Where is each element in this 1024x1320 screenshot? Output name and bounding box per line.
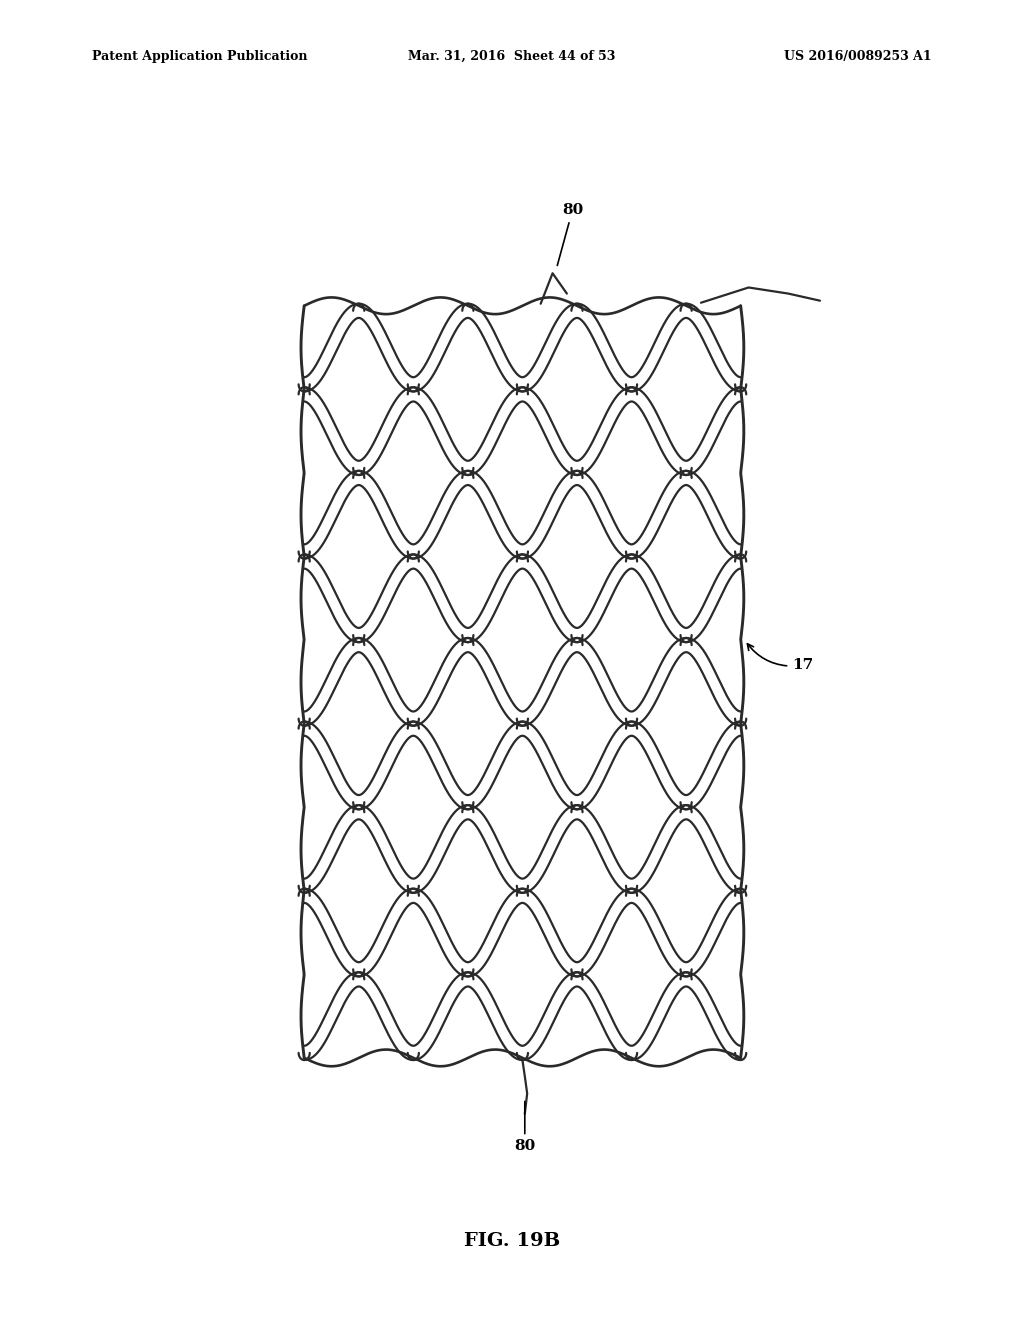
Text: 80: 80 (557, 203, 583, 265)
Text: Patent Application Publication: Patent Application Publication (92, 50, 307, 63)
Text: Mar. 31, 2016  Sheet 44 of 53: Mar. 31, 2016 Sheet 44 of 53 (409, 50, 615, 63)
Text: 80: 80 (514, 1101, 536, 1154)
Text: US 2016/0089253 A1: US 2016/0089253 A1 (784, 50, 932, 63)
Text: 17: 17 (748, 644, 813, 672)
Text: FIG. 19B: FIG. 19B (464, 1232, 560, 1250)
